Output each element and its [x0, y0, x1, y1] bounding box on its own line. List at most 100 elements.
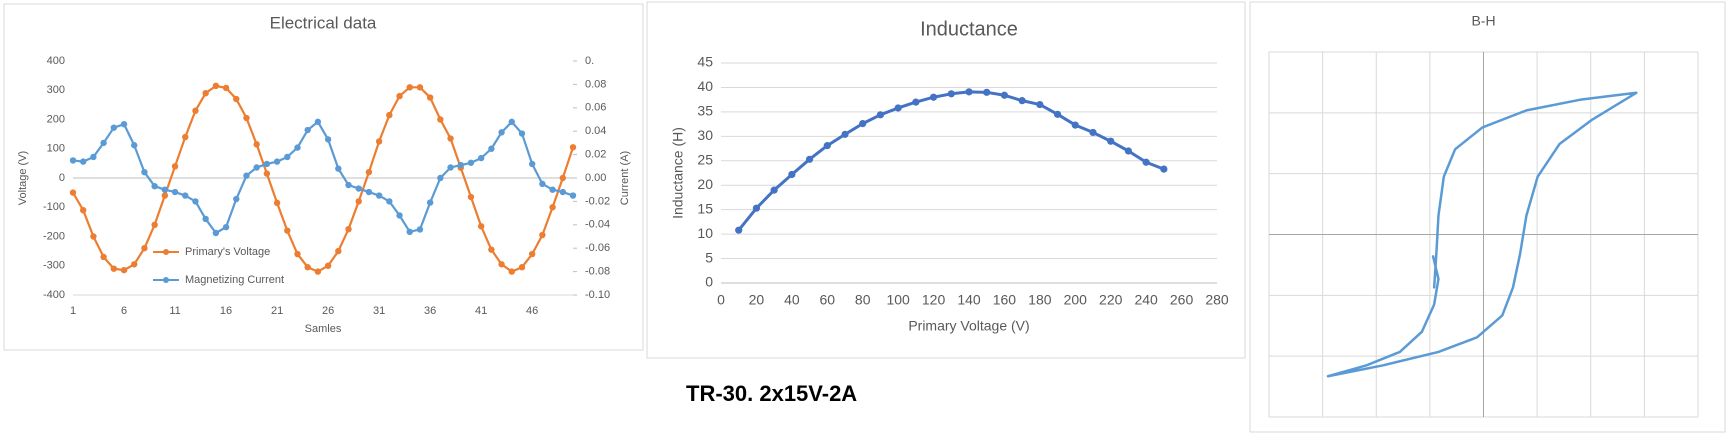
marker [396, 212, 403, 219]
x-tick-label: 31 [373, 305, 385, 317]
marker [192, 198, 199, 205]
marker [447, 135, 454, 142]
marker [569, 192, 577, 199]
x-tick-label: 120 [922, 292, 946, 308]
marker [1089, 128, 1097, 137]
marker [947, 90, 955, 98]
marker [983, 88, 991, 96]
y-tick-label: 20 [697, 176, 713, 192]
marker [528, 160, 536, 168]
y-axis-label: Voltage (V) [17, 151, 29, 205]
marker [182, 133, 189, 141]
legend-marker [163, 277, 169, 283]
marker [355, 185, 362, 192]
y-tick-label: 0 [59, 172, 65, 184]
marker [457, 161, 464, 169]
y-tick-label: 200 [47, 113, 65, 125]
x-tick-label: 280 [1205, 292, 1229, 308]
marker [437, 116, 444, 123]
x-tick-label: 20 [749, 292, 765, 308]
y-tick-label: 25 [697, 151, 713, 167]
marker [284, 153, 291, 161]
marker [549, 186, 556, 193]
marker [559, 188, 566, 196]
y2-tick-label: -0.02 [585, 195, 610, 207]
marker [212, 229, 220, 237]
panel [646, 1, 1246, 359]
marker [549, 204, 556, 211]
y-tick-label: 10 [697, 225, 713, 241]
marker [437, 174, 444, 182]
marker [90, 233, 97, 240]
y2-tick-label: 0.02 [585, 149, 606, 161]
x-tick-label: 220 [1099, 292, 1123, 308]
marker [355, 198, 362, 205]
marker [965, 88, 973, 96]
x-tick-label: 6 [121, 305, 127, 317]
marker [1036, 100, 1044, 109]
y2-tick-label: -0.06 [585, 242, 610, 254]
marker [477, 154, 485, 162]
marker [141, 168, 148, 176]
marker [929, 93, 938, 101]
marker [788, 170, 796, 179]
y2-tick-label: 0.08 [585, 78, 606, 90]
x-tick-label: 80 [855, 292, 871, 308]
marker [467, 193, 475, 201]
y-tick-label: 5 [705, 249, 713, 265]
marker [171, 188, 179, 196]
marker [202, 215, 209, 223]
y2-tick-label: 0.00 [585, 172, 606, 184]
y-tick-label: -400 [43, 289, 65, 301]
x-tick-label: 46 [526, 305, 538, 317]
marker [253, 164, 260, 171]
y2-axis-label: Current (A) [619, 151, 631, 205]
marker [386, 111, 393, 119]
marker [151, 182, 158, 190]
y-tick-label: 300 [47, 84, 65, 96]
marker [151, 221, 158, 228]
legend-label: Primary's Voltage [185, 246, 270, 258]
marker [69, 157, 77, 164]
marker [233, 195, 240, 203]
marker [324, 262, 332, 269]
marker [69, 189, 77, 196]
marker [243, 172, 250, 179]
x-axis-label: Samles [305, 323, 342, 335]
marker [212, 82, 220, 90]
marker [859, 120, 867, 128]
marker [314, 118, 322, 126]
marker [171, 163, 179, 170]
panel [1249, 1, 1726, 433]
y2-tick-label: -0.10 [585, 289, 610, 301]
y-axis-label: Inductance (H) [670, 127, 686, 219]
x-tick-label: 16 [220, 305, 232, 317]
x-tick-label: 0 [717, 292, 725, 308]
marker [314, 268, 322, 275]
x-tick-label: 240 [1134, 292, 1158, 308]
x-tick-label: 140 [957, 292, 981, 308]
marker [1053, 110, 1062, 118]
marker [770, 186, 778, 194]
y2-tick-label: 0. [585, 55, 594, 67]
marker [488, 246, 495, 253]
x-tick-label: 160 [993, 292, 1017, 308]
x-tick-label: 40 [784, 292, 800, 308]
chart-title: Electrical data [270, 13, 377, 32]
marker [1000, 91, 1009, 99]
marker [294, 144, 301, 151]
chart-title: B-H [1471, 13, 1495, 29]
marker [1107, 137, 1115, 145]
y-tick-label: 400 [47, 55, 65, 67]
y-tick-label: 45 [697, 54, 713, 70]
marker [284, 227, 291, 234]
marker [294, 250, 301, 258]
marker [375, 192, 383, 199]
marker [365, 168, 373, 176]
x-tick-label: 180 [1028, 292, 1052, 308]
marker [161, 192, 169, 199]
y-tick-label: 100 [47, 143, 65, 155]
marker [335, 247, 342, 255]
